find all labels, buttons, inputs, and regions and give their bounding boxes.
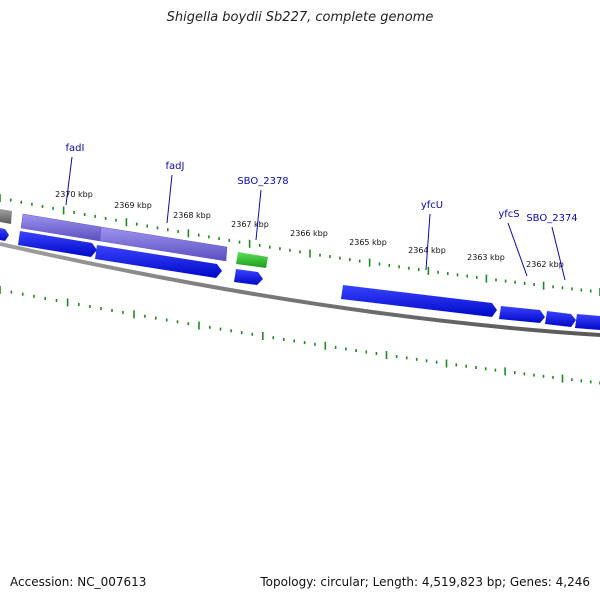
feature-fadJ-operon[interactable]: [99, 226, 228, 262]
ruler-tick-label: 2369 kbp: [114, 201, 152, 210]
ruler-tick-label: 2366 kbp: [290, 229, 328, 238]
gene-label[interactable]: SBO_2374: [526, 213, 577, 224]
feature-SBO_2378-rna[interactable]: [236, 252, 268, 268]
gene-label[interactable]: yfcU: [421, 200, 443, 211]
genome-summary-text: Topology: circular; Length: 4,519,823 bp…: [260, 575, 590, 589]
cds-right-edge[interactable]: [575, 314, 600, 330]
ruler-tick-label: 2363 kbp: [467, 253, 505, 262]
ruler-ticks-inner: [0, 286, 600, 385]
feature-grey-left[interactable]: [0, 209, 12, 224]
cds-fadJ[interactable]: [95, 245, 222, 278]
ruler-tick-label: 2370 kbp: [55, 190, 93, 199]
ruler-tick-label: 2362 kbp: [526, 260, 564, 269]
gene-label[interactable]: fadJ: [166, 161, 185, 172]
cds-left-edge[interactable]: [0, 228, 9, 241]
genome-title: Shigella boydii Sb227, complete genome: [166, 10, 434, 25]
gene-leader-line: [255, 189, 262, 241]
gene-leader-line: [425, 213, 431, 271]
ruler-tick-label: 2368 kbp: [173, 211, 211, 220]
accession-text: Accession: NC_007613: [10, 575, 147, 589]
ruler-tick-label: 2367 kbp: [231, 220, 269, 229]
gene-leader-line: [507, 222, 528, 277]
gene-leader-line: [551, 226, 566, 281]
gene-label[interactable]: SBO_2378: [237, 176, 288, 187]
cds-yfcU[interactable]: [341, 285, 497, 317]
ruler-tick-label: 2365 kbp: [349, 238, 387, 247]
gene-label[interactable]: fadI: [66, 143, 85, 154]
cds-SBO_2374[interactable]: [545, 311, 576, 327]
gene-leader-line: [166, 174, 173, 224]
cds-fadI[interactable]: [18, 231, 97, 257]
gene-label[interactable]: yfcS: [498, 209, 519, 220]
cds-yfcS[interactable]: [499, 306, 545, 323]
genome-backbone: [0, 242, 600, 337]
cds-SBO_2378[interactable]: [234, 269, 263, 285]
gene-leader-line: [65, 156, 73, 206]
ruler-ticks-outer: [0, 194, 600, 296]
gene-labels: fadI fadJ SBO_2378 yfcU yfcS SBO_2374: [65, 143, 578, 281]
